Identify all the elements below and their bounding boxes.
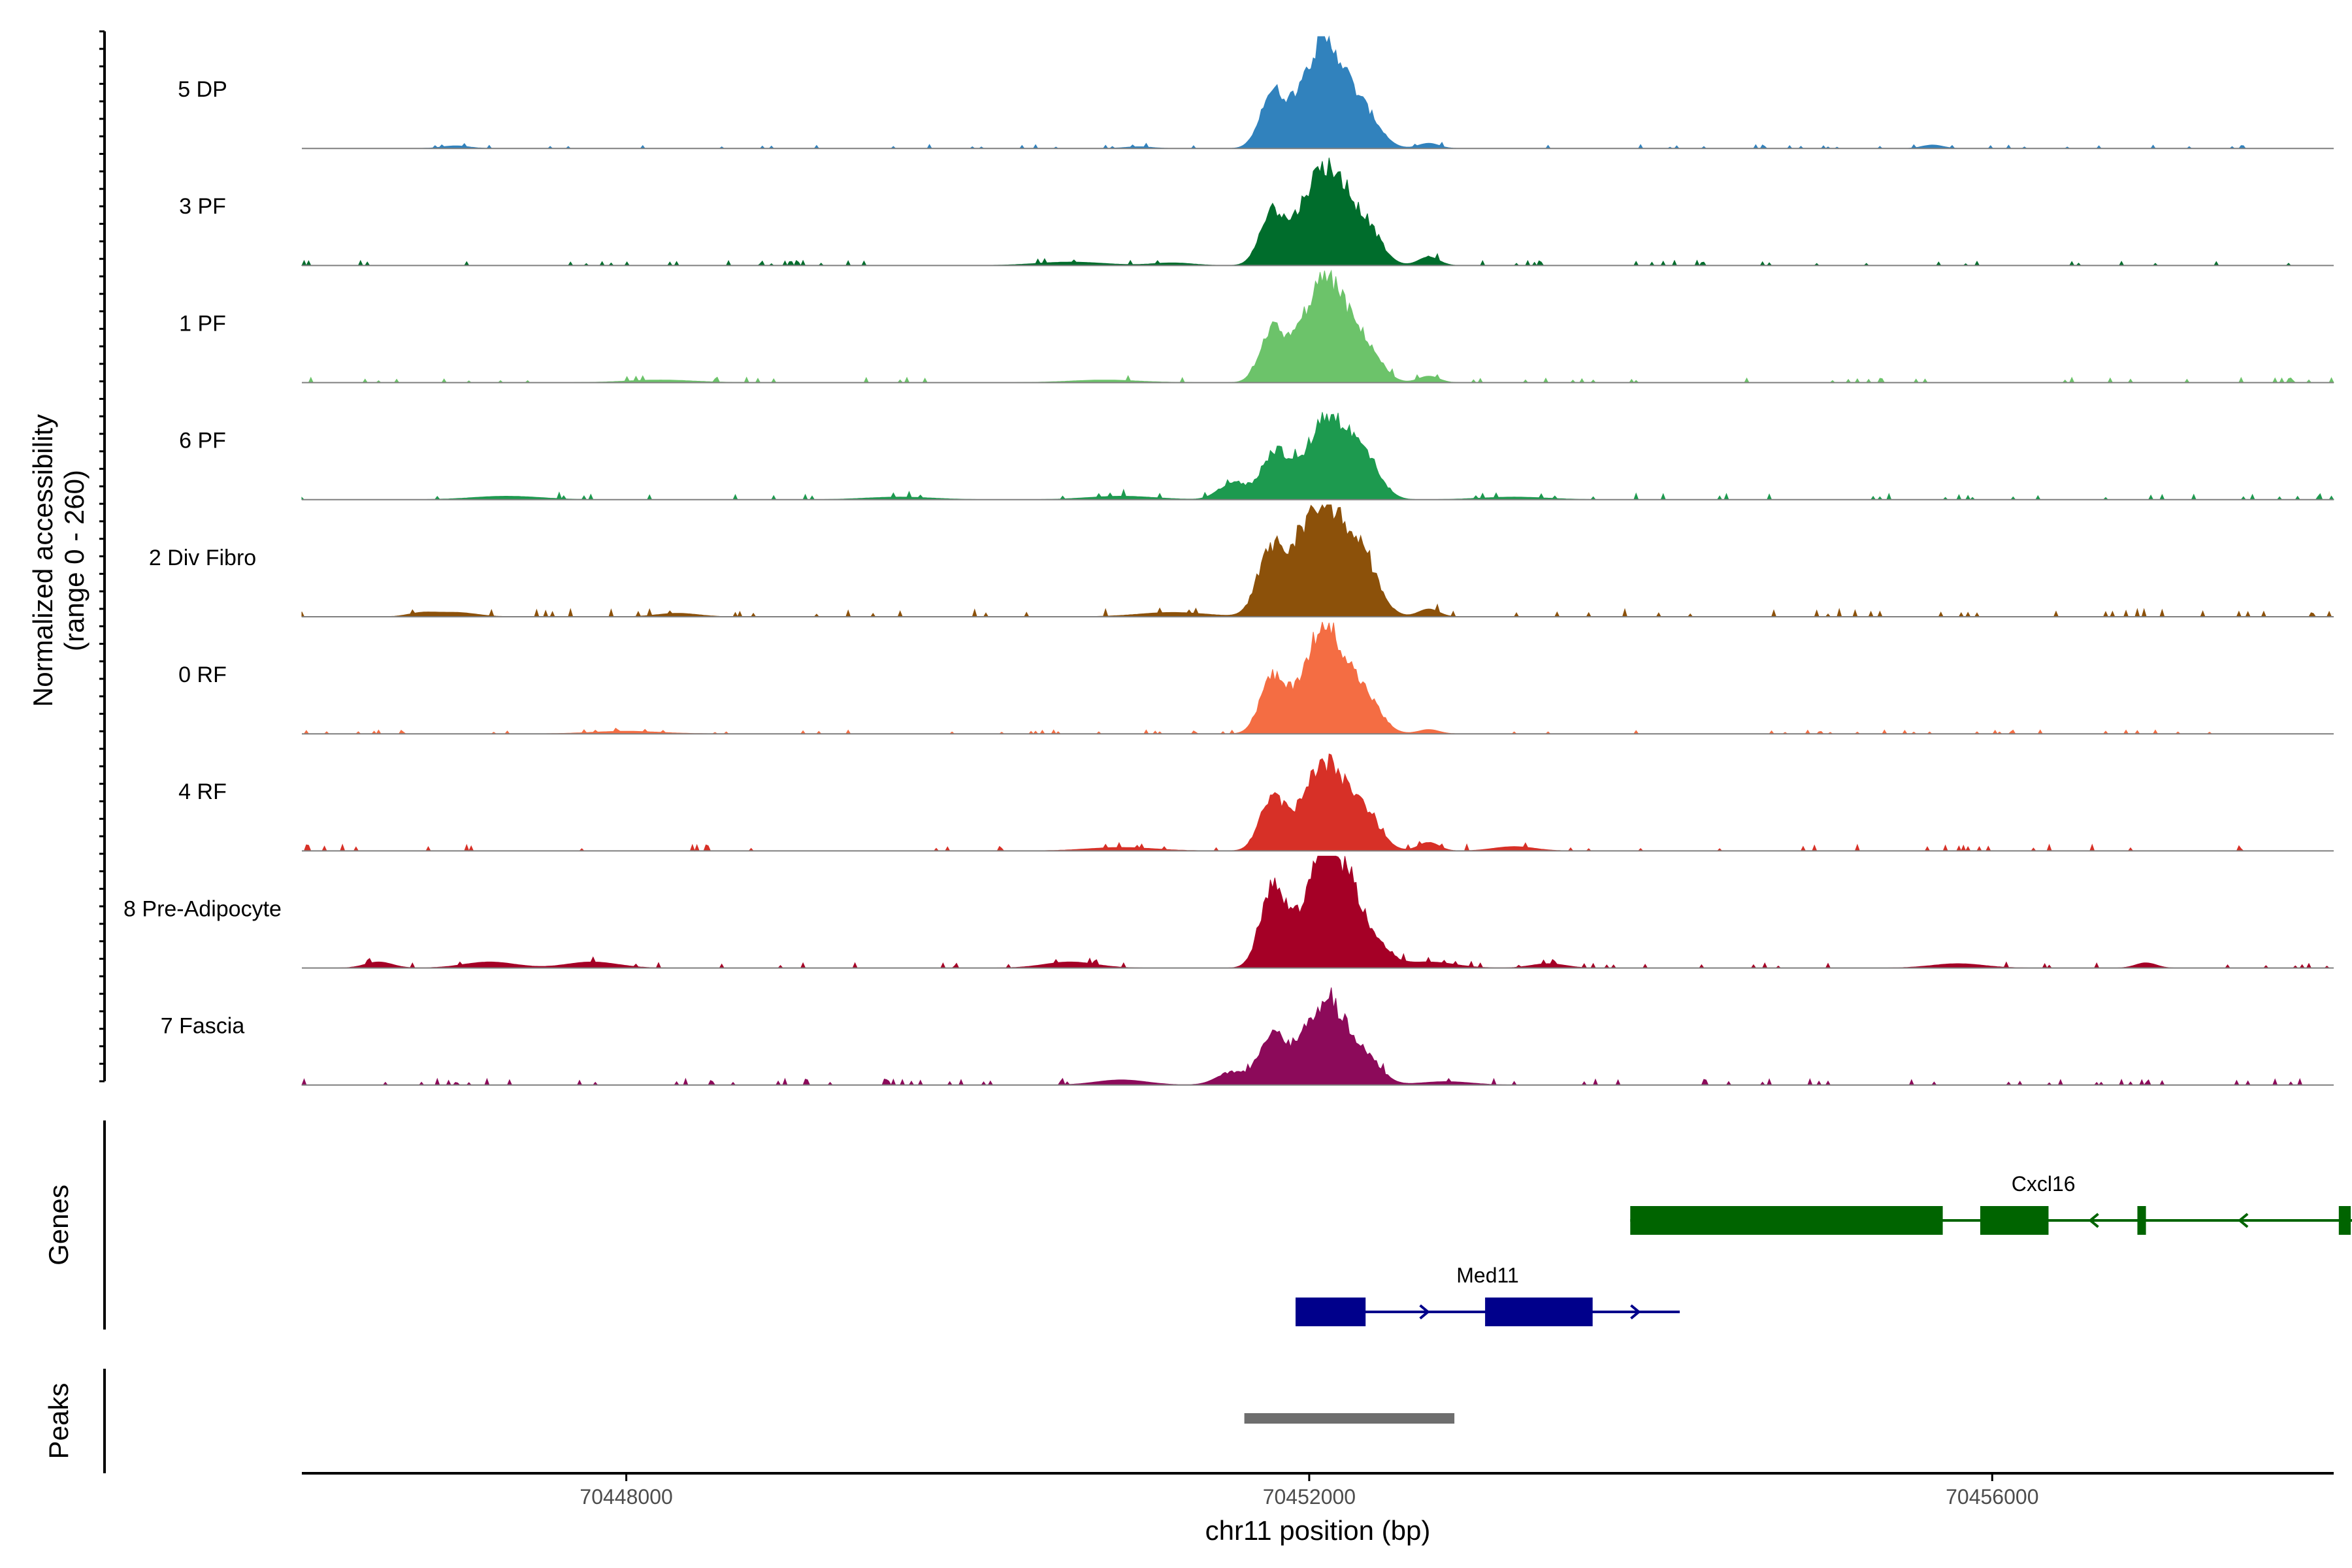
coverage-area [302, 855, 2334, 969]
peaks-track-title: Peaks [43, 1383, 74, 1460]
gene-exon [1980, 1206, 2049, 1235]
gene-cxcl16: Cxcl16 [1630, 1172, 2352, 1235]
x-tick-label: 70456000 [1946, 1485, 2038, 1509]
peak-region [1244, 1413, 1455, 1424]
strand-arrow [1419, 1304, 1430, 1320]
coverage-area [302, 753, 2334, 852]
track-label: 1 PF [179, 311, 226, 336]
track-label: 4 RF [178, 779, 227, 804]
strand-arrow [2088, 1213, 2099, 1228]
track-label: 0 RF [178, 662, 227, 687]
gene-annotation-track: Cxcl16 Med11 [1296, 1172, 2352, 1326]
track-2-div-fibro: 2 Div Fibro [149, 504, 2334, 618]
strand-arrow [1630, 1304, 1641, 1320]
coverage-area [302, 621, 2334, 735]
track-label: 3 PF [179, 194, 226, 219]
genes-track-title: Genes [43, 1184, 74, 1266]
coverage-area [302, 269, 2334, 384]
gene-exon [1485, 1298, 1593, 1326]
track-label: 8 Pre-Adipocyte [123, 896, 282, 921]
coverage-area [301, 412, 2334, 500]
gene-med11: Med11 [1296, 1264, 1680, 1326]
track-4-rf: 4 RF [178, 753, 2334, 852]
x-axis: 70448000 70452000 70456000 [302, 1472, 2334, 1509]
gene-exon [2137, 1206, 2146, 1235]
gene-label: Cxcl16 [2012, 1172, 2076, 1196]
track-5-dp: 5 DP [178, 35, 2334, 150]
gene-exon [1630, 1206, 1943, 1235]
coverage-area [301, 987, 2334, 1086]
gene-exon [2338, 1206, 2351, 1235]
x-tick-label: 70452000 [1263, 1485, 1356, 1509]
track-7-fascia: 7 Fascia [161, 987, 2334, 1086]
coverage-tracks: 5 DP 3 PF 1 PF 6 PF 2 Div Fibro 0 RF 4 RF 8 Pre… [123, 35, 2334, 1086]
track-label: 7 Fascia [161, 1014, 245, 1039]
track-3-pf: 3 PF [179, 157, 2334, 267]
track-0-rf: 0 RF [178, 621, 2334, 735]
track-label: 2 Div Fibro [149, 546, 256, 570]
peaks-track [1244, 1413, 1455, 1424]
coverage-area [301, 504, 2334, 618]
track-label: 6 PF [179, 429, 226, 453]
coverage-area [302, 35, 2334, 149]
track-label: 5 DP [178, 77, 227, 102]
track-6-pf: 6 PF [179, 412, 2334, 500]
y-axis-title-line1: Normalized accessibility [27, 414, 58, 707]
track-1-pf: 1 PF [179, 269, 2334, 384]
x-tick-label: 70448000 [580, 1485, 672, 1509]
x-axis-title: chr11 position (bp) [1205, 1515, 1431, 1546]
y-axis-title-line2: (range 0 - 260) [59, 470, 90, 651]
coverage-y-ticks [99, 30, 105, 1083]
strand-arrow [2238, 1213, 2249, 1228]
track-8-pre-adipocyte: 8 Pre-Adipocyte [123, 855, 2334, 969]
coverage-area [301, 157, 2334, 267]
gene-label: Med11 [1456, 1264, 1518, 1287]
gene-exon [1296, 1298, 1366, 1326]
